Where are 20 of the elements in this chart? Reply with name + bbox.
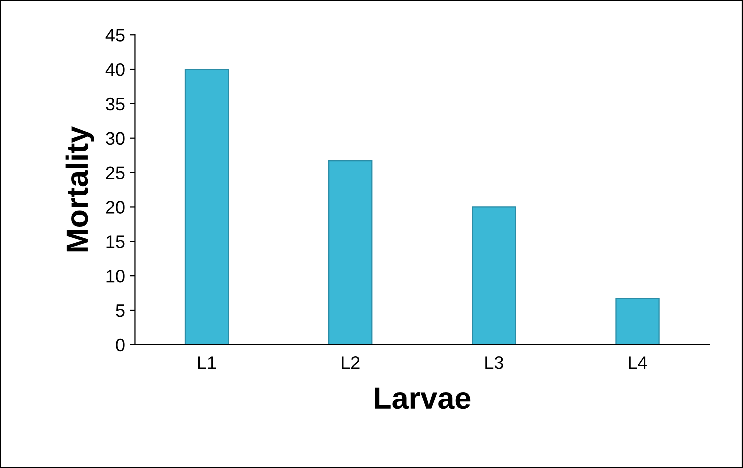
bar [328, 160, 373, 345]
bar [184, 68, 230, 345]
x-tick-label: L3 [486, 356, 504, 370]
y-tick-label: 30 [106, 132, 125, 146]
bar [472, 206, 516, 345]
x-tick-label: L4 [629, 356, 648, 370]
x-tick-label: L1 [198, 356, 216, 370]
x-axis-title: Larvae [375, 388, 471, 410]
y-tick-label: 10 [106, 270, 125, 283]
y-axis-title: Mortality [66, 126, 94, 252]
x-tick-label: L2 [342, 356, 360, 370]
y-tick-label: 5 [116, 304, 125, 318]
y-tick-label: 45 [106, 29, 125, 42]
y-tick-label: 40 [106, 63, 125, 76]
bar [616, 298, 660, 345]
y-tick-label: 35 [106, 98, 125, 111]
y-tick-label: 15 [106, 236, 125, 248]
y-tick-label: 20 [106, 201, 125, 214]
y-tick-label: 25 [106, 166, 125, 180]
y-tick-label: 0 [116, 338, 125, 352]
